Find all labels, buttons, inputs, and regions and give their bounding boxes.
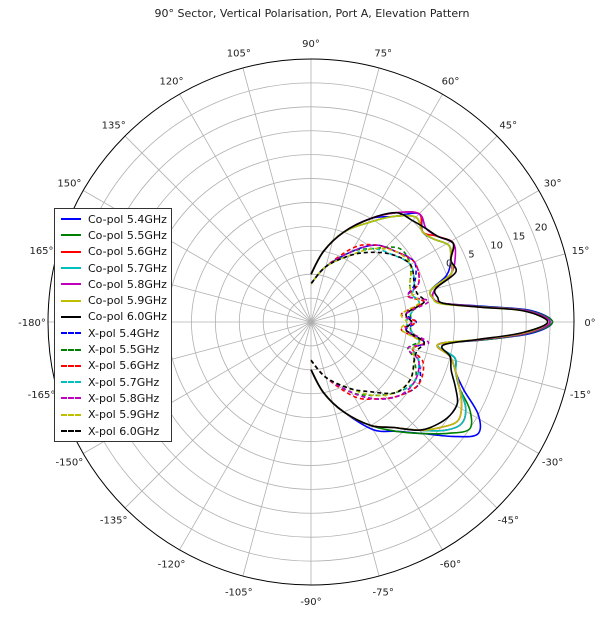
legend-item: X-pol 5.8GHz bbox=[55, 390, 171, 406]
grid-spoke bbox=[310, 321, 380, 577]
grid-spoke bbox=[310, 321, 443, 550]
legend-label: Co-pol 6.0GHz bbox=[88, 310, 167, 324]
legend-item: X-pol 6.0GHz bbox=[55, 423, 171, 439]
angle-tick-label: 0° bbox=[584, 318, 595, 329]
angle-tick-label: 135° bbox=[102, 121, 126, 132]
legend-swatch bbox=[61, 413, 81, 416]
angle-tick-label: -60° bbox=[440, 560, 461, 571]
grid-spoke bbox=[310, 321, 566, 391]
legend-swatch bbox=[61, 267, 81, 270]
legend-swatch bbox=[61, 234, 81, 237]
angle-tick-label: -165° bbox=[28, 390, 56, 401]
series-layer bbox=[310, 210, 554, 438]
legend-swatch bbox=[61, 397, 81, 400]
angle-tick-label: 150° bbox=[57, 179, 81, 190]
series-line-12 bbox=[310, 247, 421, 397]
legend-label: X-pol 5.7GHz bbox=[88, 375, 160, 389]
angle-tick-label: -15° bbox=[570, 390, 591, 401]
legend-label: X-pol 5.4GHz bbox=[88, 326, 160, 340]
angle-tick-label: 75° bbox=[374, 49, 392, 60]
angle-tick-label: 15° bbox=[572, 246, 590, 257]
grid-spoke bbox=[124, 321, 312, 509]
grid-spoke bbox=[124, 135, 312, 323]
angle-tick-label: -180° bbox=[18, 318, 46, 329]
legend-label: Co-pol 5.4GHz bbox=[88, 212, 167, 226]
legend-label: Co-pol 5.5GHz bbox=[88, 228, 167, 242]
angle-tick-label: 45° bbox=[499, 121, 517, 132]
legend-label: X-pol 5.8GHz bbox=[88, 391, 160, 405]
grid-spoke bbox=[310, 94, 443, 323]
grid-spoke bbox=[310, 321, 539, 454]
grid-spoke bbox=[179, 94, 312, 323]
legend-swatch bbox=[61, 430, 81, 432]
grid-spoke bbox=[310, 253, 566, 323]
grid-spoke bbox=[242, 321, 312, 577]
angle-tick-label: 60° bbox=[442, 76, 460, 87]
legend-label: X-pol 5.5GHz bbox=[88, 343, 160, 357]
legend-swatch bbox=[61, 332, 81, 335]
polar-frame bbox=[47, 58, 575, 586]
grid-spoke bbox=[242, 67, 312, 323]
series-line-13 bbox=[310, 251, 426, 395]
grid-spoke bbox=[179, 321, 312, 550]
legend-item: X-pol 5.7GHz bbox=[55, 374, 171, 390]
grid-spoke bbox=[310, 190, 539, 323]
chart-title: 90° Sector, Vertical Polarisation, Port … bbox=[155, 7, 470, 20]
radial-tick-label: 0 bbox=[446, 258, 452, 269]
radial-tick-label: 15 bbox=[513, 231, 526, 242]
legend-label: Co-pol 5.8GHz bbox=[88, 277, 167, 291]
angle-tick-label: -75° bbox=[373, 588, 394, 599]
angle-tick-label: -30° bbox=[542, 458, 563, 469]
legend-item: Co-pol 5.4GHz bbox=[55, 211, 171, 227]
legend-swatch bbox=[61, 299, 81, 302]
legend-swatch bbox=[61, 250, 81, 253]
angle-tick-label: 105° bbox=[227, 49, 251, 60]
legend-swatch bbox=[61, 218, 81, 221]
series-line-6 bbox=[310, 211, 549, 432]
angle-tick-label: -45° bbox=[498, 515, 519, 526]
legend-label: X-pol 5.6GHz bbox=[88, 359, 160, 373]
angle-tick-label: -120° bbox=[158, 560, 186, 571]
angle-tick-label: 165° bbox=[29, 246, 53, 257]
angle-tick-label: 120° bbox=[159, 76, 183, 87]
angle-tick-label: -135° bbox=[100, 515, 128, 526]
angle-tick-label: 30° bbox=[544, 179, 562, 190]
grid-spoke bbox=[310, 67, 380, 323]
angle-tick-label: 90° bbox=[302, 39, 320, 50]
legend-label: Co-pol 5.6GHz bbox=[88, 245, 167, 259]
legend-label: Co-pol 5.7GHz bbox=[88, 261, 167, 275]
legend-item: X-pol 5.5GHz bbox=[55, 341, 171, 357]
series-line-1 bbox=[310, 214, 554, 435]
series-line-0 bbox=[310, 212, 554, 438]
radial-tick-label: 10 bbox=[490, 240, 503, 251]
legend-item: Co-pol 5.8GHz bbox=[55, 276, 171, 292]
legend-item: Co-pol 5.5GHz bbox=[55, 227, 171, 243]
legend-item: X-pol 5.9GHz bbox=[55, 407, 171, 423]
legend-swatch bbox=[61, 315, 81, 318]
legend-item: X-pol 5.6GHz bbox=[55, 358, 171, 374]
grid-spoke bbox=[310, 135, 498, 323]
angle-tick-label: -105° bbox=[225, 588, 253, 599]
legend-item: Co-pol 5.9GHz bbox=[55, 292, 171, 308]
legend-label: X-pol 6.0GHz bbox=[88, 424, 160, 438]
legend-swatch bbox=[61, 283, 81, 286]
legend-swatch bbox=[61, 364, 81, 367]
legend-label: Co-pol 5.9GHz bbox=[88, 294, 167, 308]
legend-item: Co-pol 6.0GHz bbox=[55, 309, 171, 325]
angle-tick-label: -150° bbox=[56, 458, 84, 469]
radial-tick-label: 20 bbox=[535, 222, 548, 233]
angle-tick-label: -90° bbox=[300, 597, 321, 608]
grid-spoke bbox=[310, 321, 498, 509]
legend: Co-pol 5.4GHz Co-pol 5.5GHz Co-pol 5.6GHz C… bbox=[54, 208, 172, 443]
legend-label: X-pol 5.9GHz bbox=[88, 408, 160, 422]
series-line-11 bbox=[310, 244, 430, 400]
legend-swatch bbox=[61, 381, 81, 384]
legend-swatch bbox=[61, 348, 81, 351]
tick-labels: 0° 15° 30° 45° 60° 75° 90° 105° 120° 135° 150° 165°… bbox=[18, 39, 596, 608]
legend-item: Co-pol 5.6GHz bbox=[55, 244, 171, 260]
radial-tick-label: 5 bbox=[468, 249, 474, 260]
legend-item: X-pol 5.4GHz bbox=[55, 325, 171, 341]
legend-item: Co-pol 5.7GHz bbox=[55, 260, 171, 276]
